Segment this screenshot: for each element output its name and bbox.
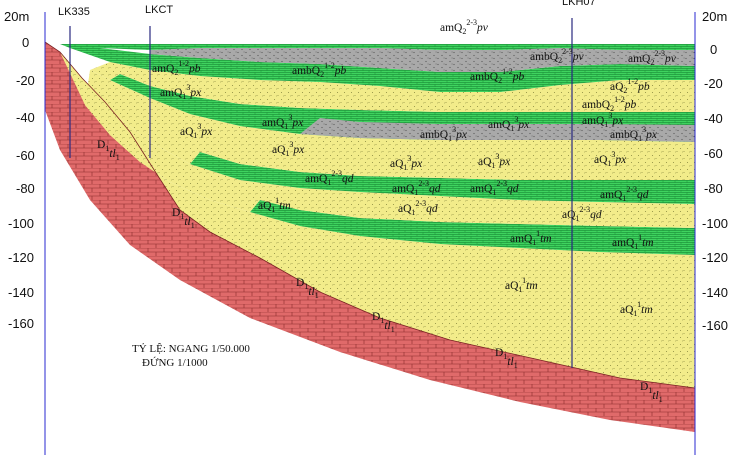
svg-text:-20: -20 (704, 76, 723, 91)
unit-label-d1-tl: D1tl1 (495, 347, 518, 370)
unit-label-amq1-qd: amQ12-3qd (600, 185, 649, 203)
sand-layer-pb (90, 62, 695, 112)
svg-text:-80: -80 (16, 181, 35, 196)
unit-label-aq1-tm: aQ11tm (505, 276, 538, 294)
unit-label-ambq2-pb: ambQ21-2pb (470, 67, 525, 85)
unit-label-ambq2-pb: ambQ21-2pb (292, 61, 347, 79)
silt-layer-pb (150, 48, 695, 72)
svg-text:-40: -40 (16, 110, 35, 125)
sand-layer-tm (60, 52, 695, 388)
unit-label-amq1-px: amQ13px (160, 83, 202, 101)
unit-label-amq1-qd: amQ12-3qd (392, 179, 441, 197)
unit-label-ambq2-pb: ambQ21-2pb (582, 95, 637, 113)
unit-labels: amQ22-3pv ambQ22-3pv amQ22-3pv amQ21-2pb amb… (97, 18, 677, 404)
svg-text:-160: -160 (8, 316, 34, 331)
borehole-label-lkh07: LKH07 (562, 0, 596, 8)
unit-label-d1-tl: D1tl1 (372, 311, 395, 334)
unit-label-ambq1-px: ambQ13px (610, 125, 658, 143)
svg-text:-160: -160 (702, 318, 728, 333)
unit-label-aq1-px: aQ13px (272, 140, 305, 158)
svg-text:-100: -100 (702, 216, 728, 231)
borehole-label-lkct: LKCT (145, 4, 173, 16)
svg-text:-60: -60 (16, 148, 35, 163)
bedrock-layer-west (45, 42, 695, 432)
left-depth-axis: 20m 0 -20 -40 -60 -80 -100 -120 -140 -16… (4, 9, 35, 331)
scale-vertical: ĐỨNG 1/1000 (142, 357, 208, 369)
surface-layer-pv (60, 44, 695, 50)
unit-label-d1-tl: D1tl1 (172, 207, 195, 230)
silt-layer-px (300, 118, 695, 142)
svg-text:-120: -120 (8, 250, 34, 265)
svg-text:-140: -140 (8, 285, 34, 300)
unit-label-amq1-tm: amQ11tm (612, 233, 654, 251)
unit-label-aq1-px: aQ13px (180, 122, 213, 140)
sand-layer-qd (110, 118, 695, 228)
clay-layer-tm (250, 200, 695, 255)
unit-label-amq1-tm: amQ11tm (510, 229, 552, 247)
unit-label-d1-tl: D1tl1 (296, 277, 319, 300)
bedrock-contact-line (44, 41, 696, 389)
unit-label-aq1-px: aQ13px (390, 154, 423, 172)
unit-label-amq1-qd: amQ12-3qd (305, 169, 354, 187)
svg-text:-20: -20 (16, 73, 35, 88)
unit-label-ambq1-px: ambQ13px (420, 125, 468, 143)
unit-label-aq1-tm: aQ11tm (258, 196, 291, 214)
unit-label-aq1-qd: aQ12-3qd (398, 199, 438, 217)
svg-text:-100: -100 (8, 216, 34, 231)
unit-label-aq1-px: aQ13px (478, 152, 511, 170)
unit-label-aq1-px: aQ13px (594, 150, 627, 168)
unit-label-amq1-px: amQ13px (488, 115, 530, 133)
svg-text:20m: 20m (4, 9, 29, 24)
scale-horizontal: TỶ LỆ: NGANG 1/50.000 (132, 343, 250, 355)
unit-label-d1-tl: D1tl1 (97, 139, 120, 162)
svg-text:0: 0 (710, 42, 717, 57)
svg-text:-40: -40 (704, 111, 723, 126)
unit-label-d1-tl: D1tl1 (640, 381, 663, 404)
sand-layer-px (85, 70, 695, 180)
svg-text:-120: -120 (702, 250, 728, 265)
right-depth-axis: 20m 0 -20 -40 -60 -80 -100 -120 -140 -16… (702, 9, 728, 333)
unit-label-amq2-pv: amQ22-3pv (440, 18, 489, 36)
unit-label-amq1-qd: amQ12-3qd (470, 179, 519, 197)
unit-label-amq2-pv: amQ22-3pv (628, 49, 677, 67)
clay-layer-qd (190, 152, 695, 204)
svg-text:-80: -80 (704, 181, 723, 196)
unit-label-aq1-qd: aQ12-3qd (562, 205, 602, 223)
unit-label-aq2-pb: aQ21-2pb (610, 77, 650, 95)
unit-label-amq2-pb: amQ21-2pb (152, 59, 201, 77)
svg-text:-140: -140 (702, 285, 728, 300)
svg-text:0: 0 (22, 35, 29, 50)
borehole-label-lk335: LK335 (58, 6, 90, 18)
unit-label-aq1-tm: aQ11tm (620, 300, 653, 318)
unit-label-ambq2-pv: ambQ22-3pv (530, 47, 585, 65)
unit-label-amq1-px: amQ13px (582, 111, 624, 129)
unit-label-amq1-px: amQ13px (262, 113, 304, 131)
clay-layer-pb (70, 48, 695, 92)
svg-text:20m: 20m (702, 9, 727, 24)
svg-text:-60: -60 (704, 146, 723, 161)
